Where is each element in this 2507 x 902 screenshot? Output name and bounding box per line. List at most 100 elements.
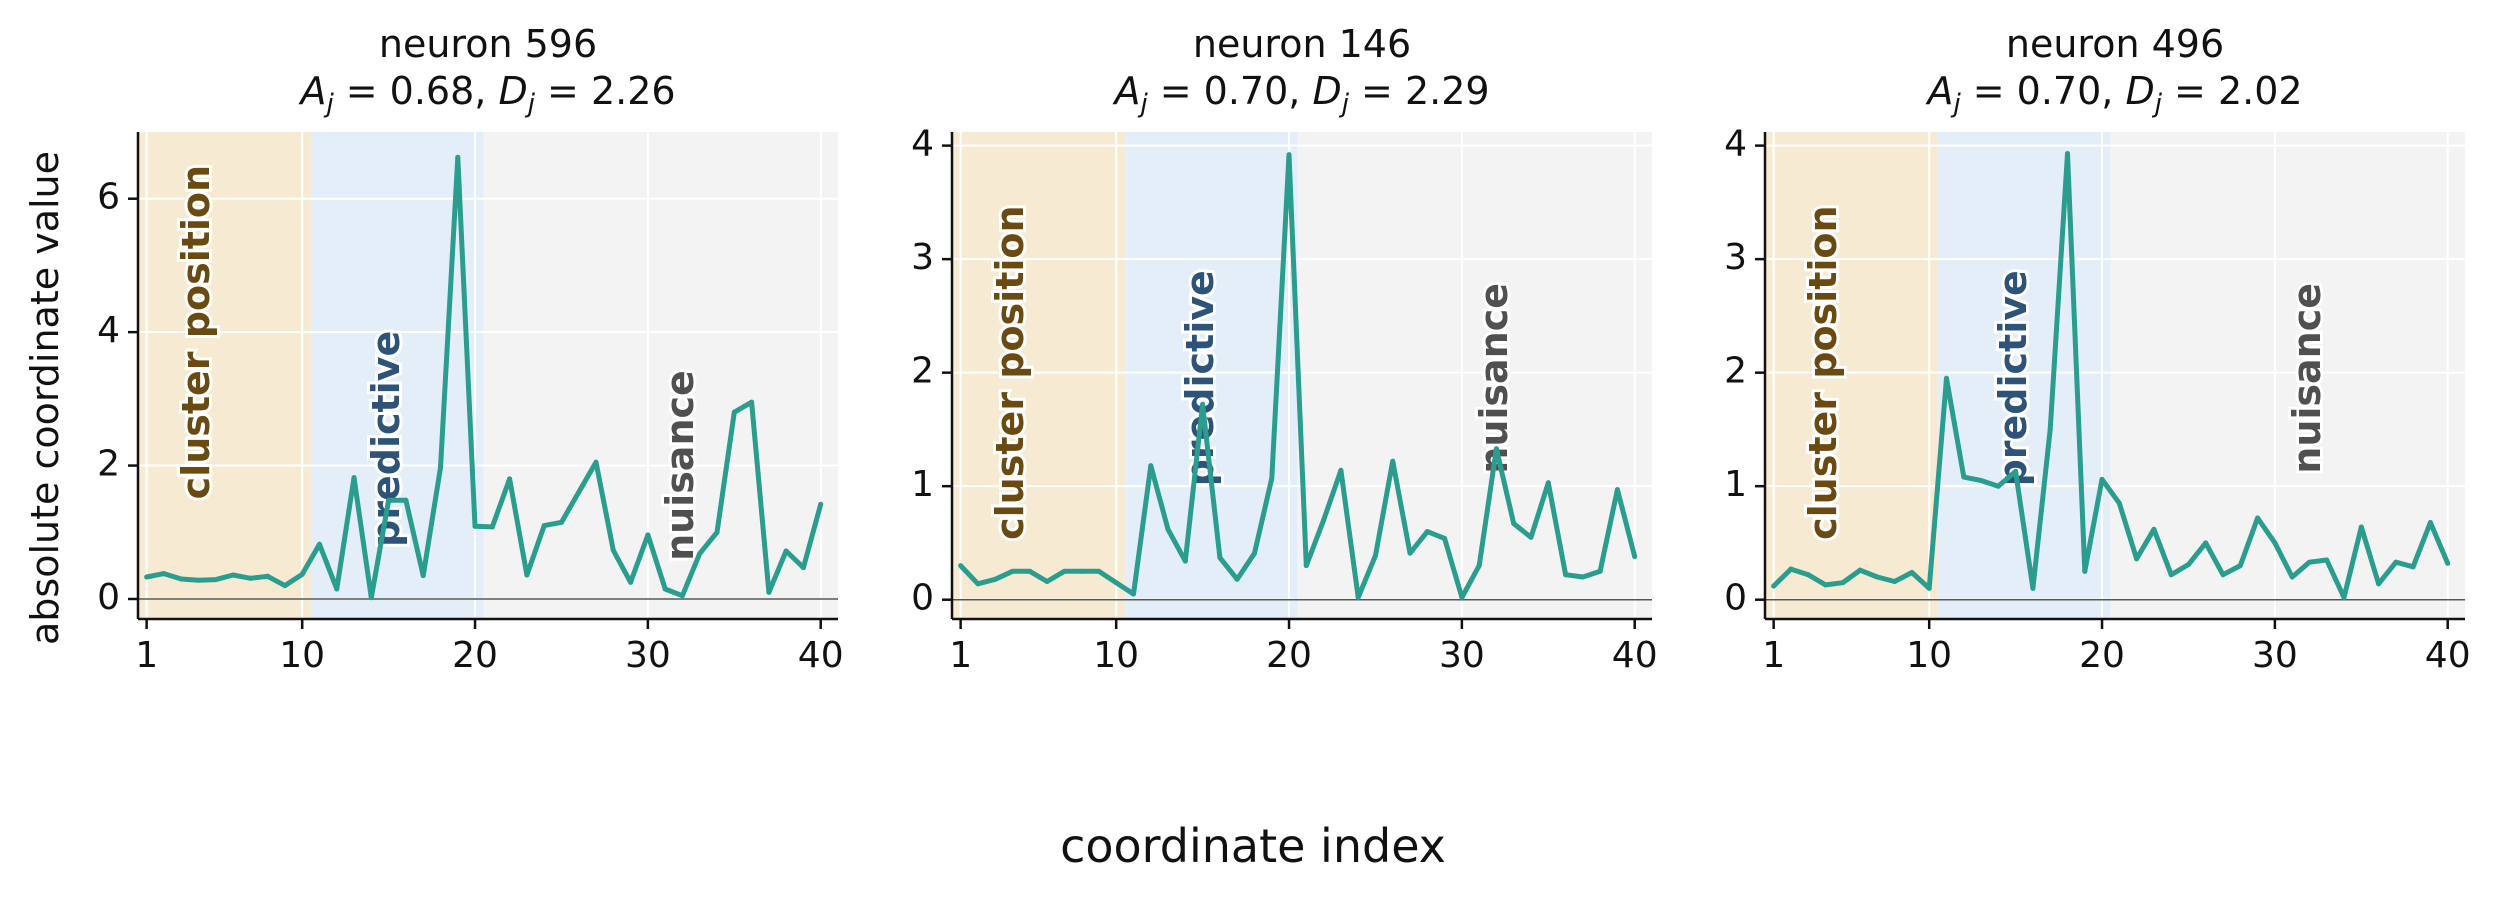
data-point: [1251, 550, 1257, 556]
data-point: [2376, 581, 2382, 587]
data-point: [1476, 563, 1482, 569]
data-point: [1424, 529, 1430, 535]
x-tick-label: 40: [2425, 635, 2471, 676]
region-band-cluster-position: [952, 132, 1125, 619]
panel-subtitle: Aj = 0.70, Dj = 2.29: [1111, 69, 1489, 119]
data-point: [992, 576, 998, 582]
data-point: [213, 577, 219, 583]
data-point: [1234, 576, 1240, 582]
y-axis-label: absolute coordinate value: [23, 151, 67, 645]
x-tick-label: 10: [1093, 635, 1139, 676]
data-point: [524, 572, 530, 578]
data-point: [714, 529, 720, 535]
y-tick-label: 4: [911, 124, 934, 165]
data-point: [2082, 568, 2088, 574]
region-label-predictive: predictive: [1991, 270, 2035, 486]
data-point: [230, 572, 236, 578]
data-point: [1113, 580, 1119, 586]
x-tick-label: 40: [798, 635, 844, 676]
data-point: [144, 574, 150, 580]
data-point: [783, 548, 789, 554]
series-line: [958, 152, 1638, 600]
data-point: [593, 459, 599, 465]
region-label-cluster-position: cluster position: [1801, 205, 1845, 539]
data-point: [2151, 526, 2157, 532]
data-point: [178, 576, 184, 582]
y-tick-label: 0: [97, 577, 120, 618]
data-point: [2237, 563, 2243, 569]
region-band-cluster-position: [138, 132, 311, 619]
x-tick-label: 1: [135, 635, 158, 676]
data-point: [2445, 560, 2451, 566]
data-point: [368, 595, 374, 601]
data-point: [1096, 568, 1102, 574]
x-tick-label: 10: [279, 635, 325, 676]
data-point: [628, 579, 634, 585]
data-point: [1545, 480, 1551, 486]
data-point: [1943, 375, 1949, 381]
data-point: [1632, 554, 1638, 560]
data-point: [316, 541, 322, 547]
data-point: [1061, 568, 1067, 574]
region-label-nuisance: nuisance: [2285, 283, 2329, 474]
data-point: [386, 497, 392, 503]
data-point: [749, 399, 755, 405]
data-point: [2220, 572, 2226, 578]
data-point: [1926, 585, 1932, 591]
data-point: [1130, 591, 1136, 597]
y-tick-label: 6: [97, 177, 120, 218]
y-tick-label: 4: [1724, 124, 1747, 165]
x-tick-label: 10: [1906, 635, 1952, 676]
panel-title: neuron 596: [379, 22, 597, 66]
region-band-predictive: [1124, 132, 1298, 619]
data-point: [282, 583, 288, 589]
data-point: [2410, 564, 2416, 570]
data-point: [645, 532, 651, 538]
data-point: [1165, 526, 1171, 532]
data-point: [1528, 534, 1534, 540]
y-tick-label: 4: [97, 310, 120, 351]
x-tick-label: 20: [2079, 635, 2125, 676]
data-point: [697, 551, 703, 557]
region-band-nuisance: [2110, 132, 2465, 619]
data-point: [2099, 476, 2105, 482]
data-point: [2324, 557, 2330, 563]
panel-subtitle: Aj = 0.70, Dj = 2.02: [1924, 69, 2302, 119]
data-point: [351, 475, 357, 481]
panel-title: neuron 146: [1193, 22, 1411, 66]
region-label-predictive: predictive: [1178, 270, 1222, 486]
data-point: [1321, 517, 1327, 523]
y-tick-label: 3: [911, 237, 934, 278]
data-point: [1027, 568, 1033, 574]
x-tick-label: 30: [1439, 635, 1485, 676]
y-tick-label: 2: [97, 444, 120, 485]
x-tick-label: 1: [949, 635, 972, 676]
data-point: [1044, 579, 1050, 585]
series-line: [1771, 151, 2451, 600]
data-point: [2203, 540, 2209, 546]
data-point: [265, 573, 271, 579]
data-point: [610, 547, 616, 553]
data-point: [1771, 583, 1777, 589]
data-point: [1009, 568, 1015, 574]
data-point: [731, 409, 737, 415]
data-point: [1338, 467, 1344, 473]
x-tick-label: 20: [452, 635, 498, 676]
region-label-nuisance: nuisance: [658, 370, 702, 561]
panel-neuron-496: neuron 496 Aj = 0.70, Dj = 2.02 cluster …: [1724, 22, 2471, 676]
data-point: [1372, 552, 1378, 558]
data-point: [1269, 475, 1275, 481]
data-point: [489, 524, 495, 530]
region-label-nuisance: nuisance: [1472, 283, 1516, 474]
x-tick-label: 30: [625, 635, 671, 676]
data-point: [2255, 515, 2261, 521]
data-point: [1892, 579, 1898, 585]
panel-neuron-596: neuron 596 Aj = 0.68, Dj = 2.26 cluster …: [97, 22, 844, 676]
data-point: [195, 577, 201, 583]
data-point: [1874, 574, 1880, 580]
data-point: [2116, 500, 2122, 506]
data-point: [507, 476, 513, 482]
panel-neuron-146: neuron 146 Aj = 0.70, Dj = 2.29 cluster …: [911, 22, 1658, 676]
y-tick-label: 1: [911, 464, 934, 505]
data-point: [2047, 426, 2053, 432]
